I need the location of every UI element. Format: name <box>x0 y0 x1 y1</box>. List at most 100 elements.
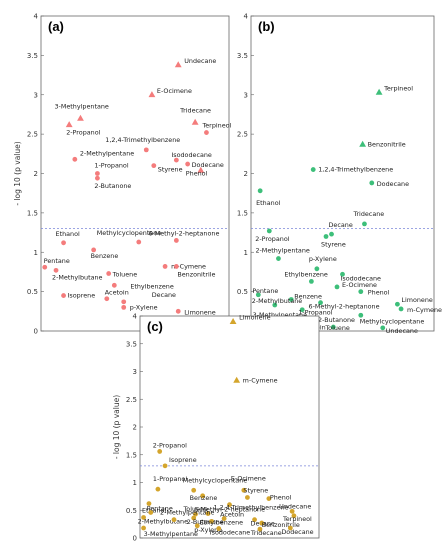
data-label-benzonitrile: Benzonitrile <box>368 140 406 148</box>
data-point-isoprene <box>162 463 168 469</box>
y-tick-label: 1.5 <box>126 451 137 459</box>
data-point-3-methylpentane <box>141 525 146 531</box>
data-point-p-xylene <box>194 523 200 529</box>
data-label-styrene: Styrene <box>243 486 268 494</box>
data-point-pentane <box>255 292 261 298</box>
data-label-p-xylene: p-Xylene <box>309 255 337 263</box>
data-point-styrene <box>151 163 157 169</box>
data-point-benzonitrile <box>259 520 265 526</box>
y-tick-label: 2 <box>34 170 38 178</box>
data-label-isododecane: Isododecane <box>210 529 251 537</box>
data-label-toluene: Toluene <box>112 271 138 279</box>
data-point-ethanol <box>146 501 152 506</box>
y-tick-label: 0.5 <box>126 507 137 515</box>
data-label-ethylbenzene: Ethylbenzene <box>130 282 174 290</box>
data-point-undecane <box>289 508 295 514</box>
panel-b: 00.511.522.533.54(b)TerpineolBenzonitril… <box>237 13 442 336</box>
data-point-terpineol <box>375 88 383 95</box>
data-point-ethanol <box>257 188 263 194</box>
y-tick-label: 3.5 <box>126 340 137 348</box>
y-tick-label: 2 <box>244 170 248 178</box>
data-point-1-propanol <box>155 486 161 492</box>
data-point-toluene <box>330 324 336 330</box>
data-label-terpineol: Terpineol <box>282 515 312 523</box>
data-label-methylcyclopentane: Methylcyclopentane <box>183 476 248 484</box>
panel-c: 0 0.5 1 1.5 2 2.5 3 3.5 4 (c) Limonene m-Cymene 2-Pr… <box>112 313 320 543</box>
y-tick-label: 2.5 <box>27 131 38 139</box>
y-tick-label: 4 <box>34 13 39 21</box>
y-tick-label: 4 <box>244 13 249 21</box>
data-point-benzene <box>91 247 97 253</box>
data-point-m-cymene <box>233 376 241 383</box>
y-tick-label: 1.5 <box>237 209 248 217</box>
data-point-isododecane <box>340 271 345 277</box>
data-label-6-methyl-2-heptanone: 6-Methyl-2-heptanone <box>309 303 380 311</box>
y-tick-label: 0.5 <box>237 288 248 296</box>
data-label-pentane: Pentane <box>252 287 278 295</box>
data-label-e-ocimene: E-Ocimene <box>231 474 266 482</box>
data-point-2-methylpentane <box>72 156 78 162</box>
panel-label: (c) <box>147 319 163 334</box>
data-point-acetoin <box>221 516 227 521</box>
data-label-limonene: Limonene <box>184 308 216 316</box>
data-point-limonene <box>395 301 400 307</box>
data-point-limonene <box>229 317 237 324</box>
data-point-decane <box>252 517 257 523</box>
data-label-ethylbenzene: Ethylbenzene <box>200 518 244 526</box>
data-point-phenol <box>266 496 272 501</box>
data-point-p-xylene <box>314 266 320 272</box>
data-point-dodecane <box>369 180 375 186</box>
data-point-pentane <box>42 264 48 270</box>
data-label-phenol: Phenol <box>368 289 390 297</box>
data-label-decane: Decane <box>329 221 353 229</box>
data-label-ethanol: Ethanol <box>142 507 166 515</box>
data-label-methylcyclopentane: Methylcyclopentane <box>360 317 425 325</box>
data-label-limonene: Limonene <box>401 296 433 304</box>
y-tick-label: 3 <box>133 368 137 376</box>
data-label-acetoin: Acetoin <box>105 289 129 297</box>
data-point-benzene <box>200 493 206 499</box>
data-point-acetoin <box>104 296 110 302</box>
data-point-ethanol <box>61 240 66 246</box>
y-tick-label: 1 <box>34 249 38 257</box>
data-point-styrene <box>245 495 250 500</box>
data-label-isododecane: Isododecane <box>171 151 212 159</box>
data-point-isoprene <box>61 293 66 298</box>
data-point-decane <box>121 299 127 305</box>
data-point-tridecane <box>257 526 263 532</box>
data-label-e-ocimene: E-Ocimene <box>157 87 192 95</box>
data-label-terpineol: Terpineol <box>201 122 231 130</box>
data-label-tridecane: Tridecane <box>179 106 211 114</box>
data-label-limonene: Limonene <box>239 314 271 322</box>
data-label-phenol: Phenol <box>186 169 208 177</box>
y-tick-label: 0.5 <box>27 288 38 296</box>
data-point-decane <box>329 231 334 237</box>
data-label-2-butanone: 2-Butanone <box>187 518 224 526</box>
data-point-1-propanol <box>95 171 100 176</box>
y-tick-label: 0 <box>34 328 38 336</box>
y-tick-label: 1 <box>244 249 248 257</box>
y-tick-label: 3 <box>244 91 248 99</box>
data-point-2-butanone <box>191 515 197 521</box>
data-label-decane: Decane <box>152 291 176 299</box>
data-label-1-2-4-trimethylbenzene: 1,2,4-Trimethylbenzene <box>214 504 289 512</box>
data-label-2-methylbutane: 2-Methylbutane <box>138 517 189 525</box>
data-point-methylcyclopentane <box>136 239 142 245</box>
data-point-isododecane <box>216 526 222 531</box>
data-label-3-methylpentane: 3-Methylpentane <box>253 311 307 319</box>
data-label-pentane: Pentane <box>44 257 70 265</box>
data-label-ethanol: Ethanol <box>56 230 80 238</box>
data-point-6-methyl-2-heptanone <box>205 511 211 516</box>
data-point-styrene <box>323 234 329 239</box>
data-point-1-2-4-trimethylbenzene <box>227 502 232 508</box>
y-axis-label: - log 10 (p value) <box>13 141 22 205</box>
data-point-benzene <box>288 297 294 302</box>
data-label-ethanol: Ethanol <box>256 199 280 207</box>
data-label-toluene: Toluene <box>182 505 208 513</box>
data-point-2-methylpentane <box>171 517 177 523</box>
data-label-methylcyclopentane: Methylcyclopentane <box>97 229 162 237</box>
y-axis-label: - log 10 (p value) <box>112 395 121 459</box>
data-label-acetoin: Acetoin <box>220 511 244 519</box>
data-point-p-xylene <box>121 304 127 310</box>
